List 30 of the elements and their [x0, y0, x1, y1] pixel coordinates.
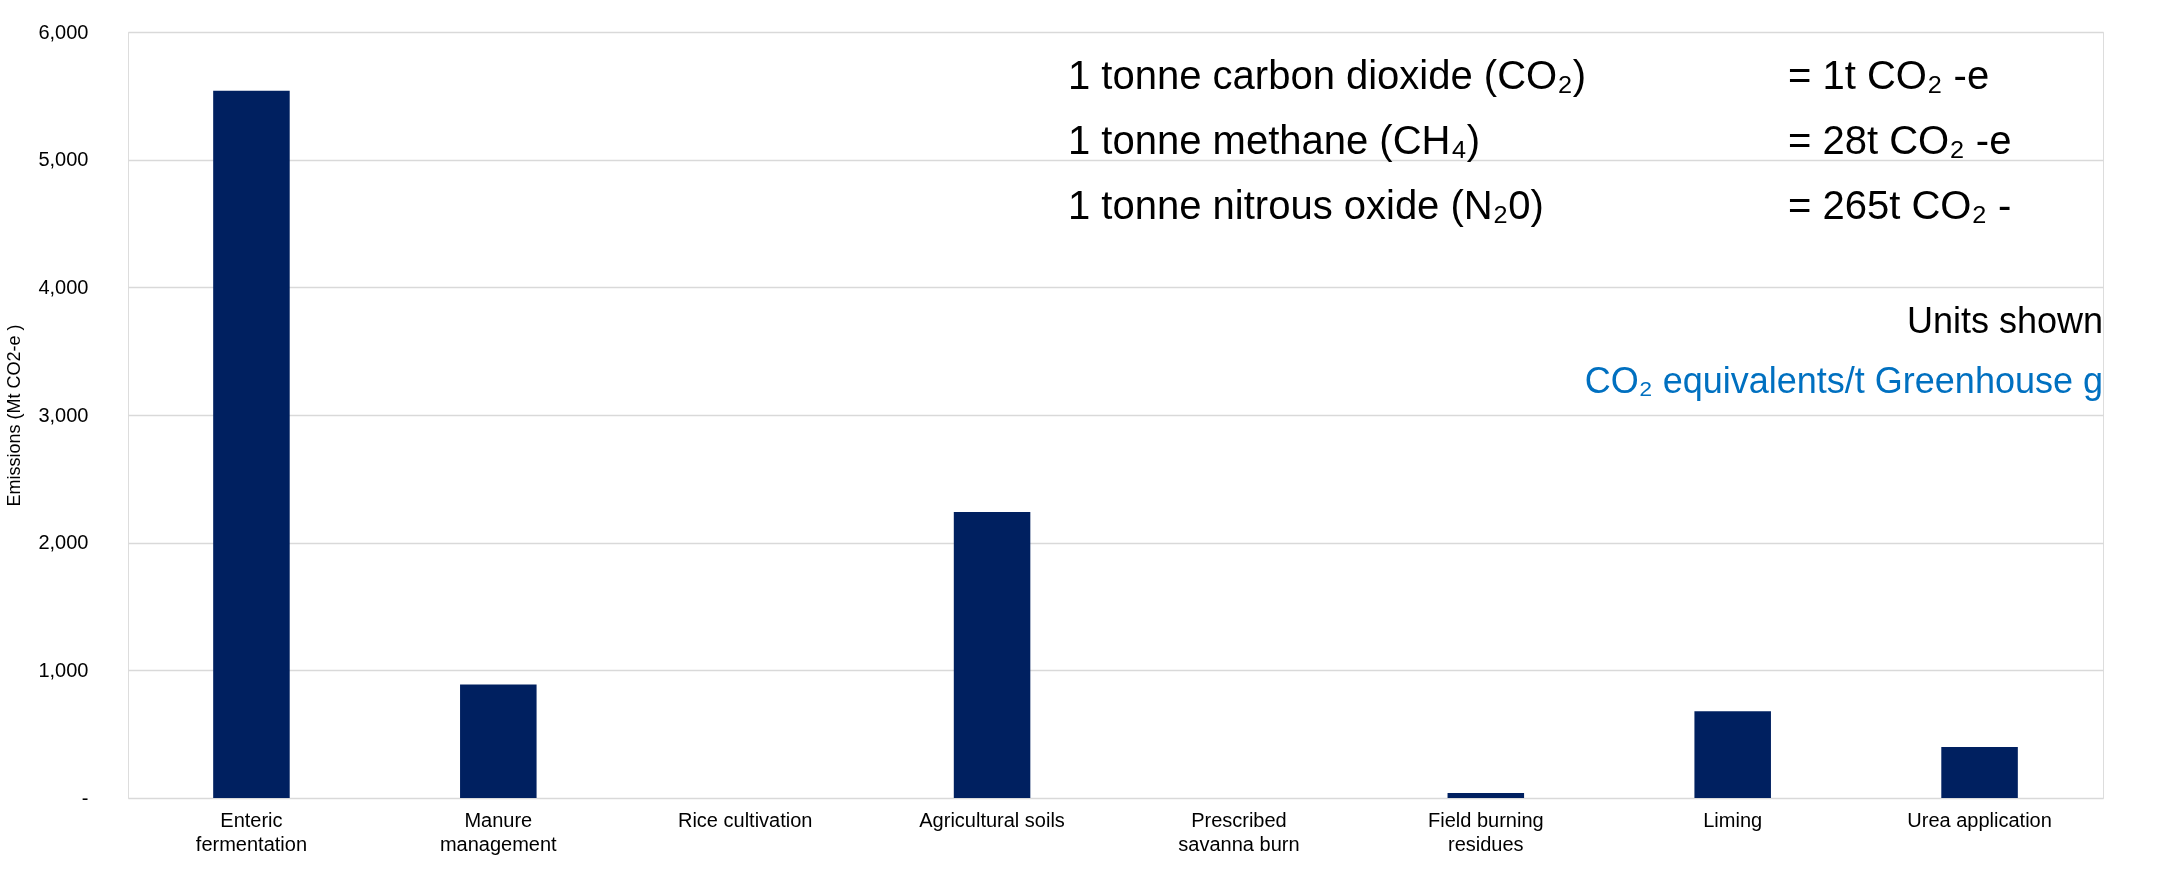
annotation: CO₂ equivalents/t Greenhouse g	[1584, 360, 2103, 401]
annotation: = 265t CO₂ -	[1788, 183, 2012, 227]
y-tick-label: 3,000	[38, 403, 89, 426]
y-tick-label: -	[81, 786, 89, 809]
x-tick-label: Urea application	[1907, 808, 2052, 831]
x-tick-label: Manure management	[439, 808, 558, 855]
bar	[460, 684, 537, 798]
y-tick-label: 1,000	[38, 658, 89, 681]
x-tick-label: Rice cultivation	[677, 808, 813, 831]
annotation: 1 tonne carbon dioxide (CO₂)	[1068, 53, 1587, 97]
y-tick-label: 5,000	[38, 148, 89, 171]
bar	[1694, 711, 1771, 798]
y-tick-label: 6,000	[38, 20, 89, 43]
x-tick-label: Enteric fermentation	[195, 808, 308, 855]
y-tick-label: 2,000	[38, 531, 89, 554]
y-axis-title: Emissions (Mt CO2-e )	[4, 324, 25, 507]
x-tick-label: Agricultural soils	[919, 808, 1065, 831]
x-tick-label: Liming	[1703, 808, 1763, 831]
annotation: 1 tonne nitrous oxide (N₂0)	[1068, 183, 1544, 227]
y-tick-label: 4,000	[38, 275, 89, 298]
x-tick-label: Field burning residues	[1428, 808, 1544, 855]
bar	[213, 90, 290, 798]
annotation: Units shown	[1906, 300, 2103, 341]
bar	[953, 512, 1031, 798]
x-tick-label: Prescribed savanna burn	[1178, 808, 1300, 855]
annotation: = 28t CO₂ -e	[1788, 118, 2012, 162]
bar	[1447, 792, 1525, 798]
annotation: = 1t CO₂ -e	[1788, 53, 1990, 97]
annotation: 1 tonne methane (CH₄)	[1068, 118, 1481, 162]
bar	[1941, 746, 2018, 798]
